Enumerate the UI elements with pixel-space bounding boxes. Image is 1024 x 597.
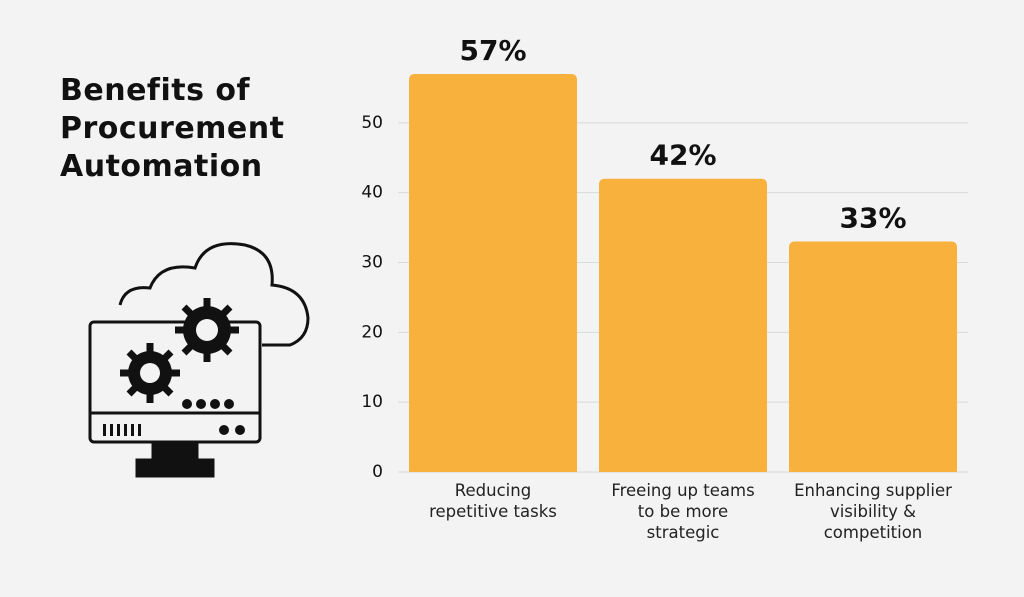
bar <box>789 241 957 472</box>
y-tick-label: 40 <box>361 183 383 203</box>
y-tick-label: 10 <box>361 392 383 412</box>
x-tick-label: Enhancing supplier visibility & competit… <box>794 481 952 542</box>
x-tick-label: Reducing repetitive tasks <box>429 481 557 521</box>
value-label: 33% <box>839 202 906 235</box>
x-tick-label: Freeing up teams to be more strategic <box>611 481 755 542</box>
bar <box>409 73 577 472</box>
chart-title: Benefits of Procurement Automation <box>60 73 285 184</box>
y-tick-label: 0 <box>372 462 383 482</box>
value-label: 42% <box>649 139 716 172</box>
bar <box>599 178 767 472</box>
y-tick-label: 30 <box>361 253 383 273</box>
y-tick-label: 50 <box>361 113 383 133</box>
y-tick-label: 20 <box>361 322 383 342</box>
value-label: 57% <box>459 34 526 67</box>
automation-icon <box>88 242 310 478</box>
